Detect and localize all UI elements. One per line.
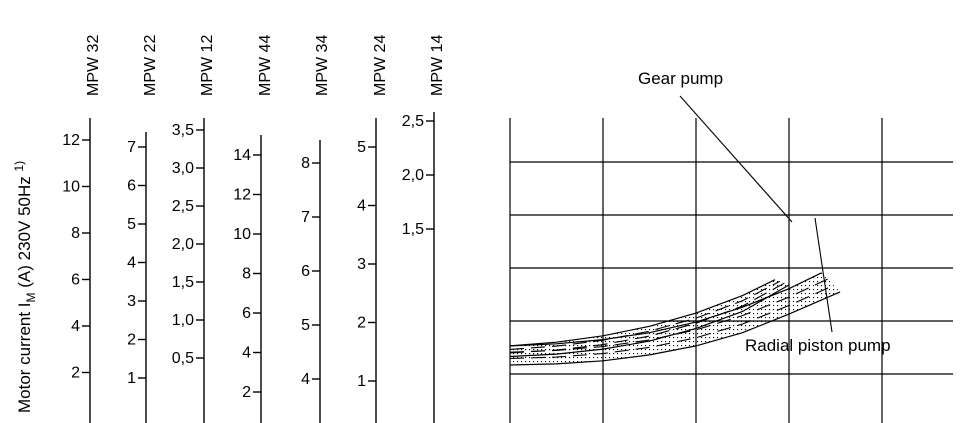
- scale-mpw-22: MPW 22 7 6 5 4 3 2 1: [127, 35, 159, 423]
- band-upper-edge: [509, 279, 776, 347]
- scale-tick-label: 3,5: [172, 122, 194, 139]
- band-dashed-line: [509, 284, 835, 360]
- scale-tick-label: 5: [301, 317, 310, 334]
- scale-tick-label: 3,0: [172, 160, 194, 177]
- radial-pump-leader: [814, 217, 833, 333]
- scale-tick-label: 1,0: [172, 312, 194, 329]
- band-upper-edge: [509, 272, 822, 347]
- scale-tick-label: 4: [71, 318, 80, 335]
- scale-mpw-32: MPW 32 12 10 8 6 4 2: [62, 35, 102, 423]
- radial-piston-pump-annotation: Radial piston pump: [745, 336, 891, 355]
- scale-tick-label: 4: [242, 345, 251, 362]
- scale-tick-label: 1,5: [402, 221, 424, 238]
- scale-mpw-12: MPW 12 3,5 3,0 2,5 2,0 1,5 1,0 0,5: [172, 35, 216, 423]
- y-axis-label: Motor current IM (A) 230V 50Hz 1): [12, 161, 38, 413]
- scale-tick-label: 12: [62, 132, 80, 149]
- scale-mpw-34: MPW 34 8 7 6 5 4: [301, 35, 331, 423]
- scale-tick-label: 7: [127, 139, 136, 156]
- scale-tick-label: 3: [127, 293, 136, 310]
- scale-tick-label: 10: [62, 179, 80, 196]
- model-label: MPW 32: [85, 35, 102, 96]
- model-label: MPW 12: [199, 35, 216, 96]
- scale-tick-label: 6: [71, 272, 80, 289]
- scale-tick-label: 2,0: [172, 236, 194, 253]
- scale-tick-label: 6: [127, 178, 136, 195]
- band-lower-edge: [509, 291, 841, 366]
- scale-tick-label: 4: [301, 371, 310, 388]
- scale-tick-label: 14: [233, 147, 251, 164]
- scale-tick-label: 2,5: [402, 113, 424, 130]
- model-label: MPW 34: [314, 35, 331, 96]
- band-fill: [510, 272, 841, 365]
- gear-pump-annotation: Gear pump: [638, 69, 723, 88]
- y-axis-label-subscript: M: [24, 292, 38, 302]
- scale-tick-label: 2: [357, 315, 366, 332]
- scale-tick-label: 2: [71, 365, 80, 382]
- scale-mpw-24: MPW 24 5 4 3 2 1: [357, 35, 389, 423]
- band-dashed-line: [509, 278, 828, 353]
- plot-area: [509, 95, 953, 423]
- scale-tick-label: 8: [301, 155, 310, 172]
- scale-tick-label: 3: [357, 256, 366, 273]
- scale-tick-label: 1,5: [172, 274, 194, 291]
- scale-tick-label: 6: [301, 263, 310, 280]
- scale-tick-label: 12: [233, 187, 251, 204]
- model-label: MPW 14: [429, 35, 446, 96]
- band-radial-piston-pump: [509, 272, 841, 366]
- scale-tick-label: 1: [357, 373, 366, 390]
- model-label: MPW 24: [372, 35, 389, 96]
- y-axis-label-rest: (A) 230V 50Hz: [15, 172, 34, 293]
- scale-tick-label: 8: [242, 266, 251, 283]
- scale-tick-label: 4: [127, 255, 136, 272]
- scale-mpw-44: MPW 44 14 12 10 8 6 4 2: [233, 35, 274, 423]
- scale-tick-label: 8: [71, 225, 80, 242]
- scale-tick-label: 0,5: [172, 350, 194, 367]
- scale-tick-label: 5: [127, 216, 136, 233]
- scale-tick-label: 4: [357, 198, 366, 215]
- scale-tick-label: 10: [233, 226, 251, 243]
- scale-tick-label: 2,0: [402, 167, 424, 184]
- model-label: MPW 22: [142, 35, 159, 96]
- gear-pump-leader: [679, 95, 793, 223]
- scale-tick-label: 2: [242, 384, 251, 401]
- y-axis-label-footnote: 1): [12, 161, 26, 172]
- scale-tick-label: 5: [357, 139, 366, 156]
- scale-tick-label: 2,5: [172, 198, 194, 215]
- scale-tick-label: 1: [127, 370, 136, 387]
- scale-tick-label: 2: [127, 332, 136, 349]
- scale-mpw-14: MPW 14 2,5 2,0 1,5: [402, 35, 446, 423]
- scale-tick-label: 7: [301, 209, 310, 226]
- scale-tick-label: 6: [242, 305, 251, 322]
- model-label: MPW 44: [257, 35, 274, 96]
- y-axis-label-main: Motor current I: [15, 302, 34, 413]
